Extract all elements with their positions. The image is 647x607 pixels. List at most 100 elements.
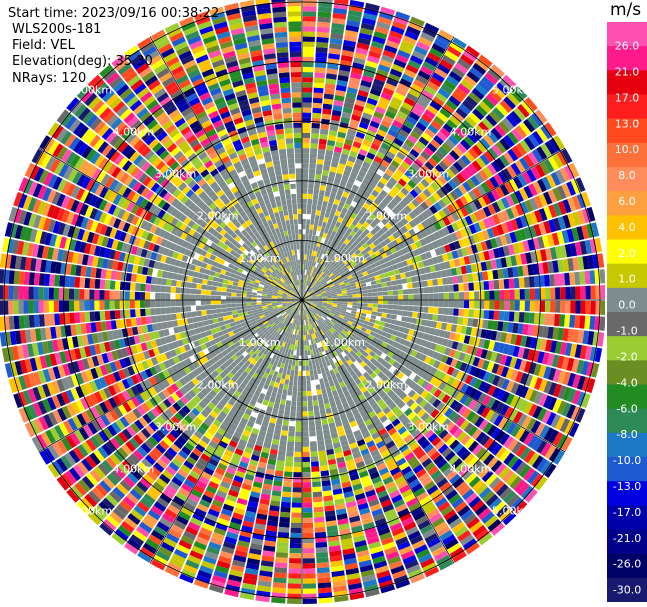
range-gate [482, 271, 489, 281]
range-gate [559, 314, 566, 327]
range-gate [491, 201, 501, 213]
range-gate [434, 149, 445, 160]
range-gate [361, 309, 367, 314]
range-gate [439, 107, 452, 119]
range-gate [279, 511, 291, 518]
range-gate [285, 461, 293, 467]
range-gate [302, 77, 313, 83]
range-gate [310, 451, 318, 457]
range-gate [428, 307, 434, 314]
range-gate [329, 253, 335, 259]
range-gate [546, 174, 557, 188]
range-gate [377, 300, 384, 304]
range-gate [305, 239, 309, 245]
range-gate [384, 272, 390, 278]
range-gate [448, 242, 456, 251]
range-gate [302, 117, 311, 123]
range-gate [291, 502, 302, 508]
range-gate [358, 148, 368, 157]
range-gate [380, 317, 387, 322]
range-gate [385, 40, 400, 49]
range-gate [319, 271, 325, 277]
range-gate [401, 143, 412, 153]
range-gate [302, 264, 304, 270]
range-gate [296, 411, 302, 417]
range-gate [412, 282, 418, 288]
range-gate [349, 0, 365, 8]
range-gate [412, 312, 418, 318]
range-gate [385, 193, 394, 202]
range-gate [384, 82, 397, 92]
range-gate [581, 224, 590, 240]
range-gate [326, 279, 332, 284]
range-gate [420, 65, 433, 76]
range-gate [360, 283, 367, 288]
range-gate [551, 232, 560, 246]
range-gate [350, 269, 357, 275]
range-gate [533, 224, 542, 237]
range-gate [317, 11, 332, 18]
range-gate [318, 252, 323, 259]
range-gate [362, 12, 378, 21]
range-gate [445, 153, 456, 164]
range-gate [512, 266, 519, 278]
range-gate [410, 16, 425, 27]
range-gate [580, 286, 586, 300]
range-gate [351, 167, 360, 175]
range-gate [345, 92, 357, 100]
range-gate [304, 249, 308, 255]
range-gate [321, 419, 328, 425]
range-gate [298, 365, 302, 371]
range-gate [548, 204, 558, 218]
range-gate [412, 126, 424, 136]
range-gate [446, 203, 456, 214]
range-gate [302, 239, 305, 245]
range-gate [532, 237, 540, 250]
range-gate [403, 300, 409, 306]
range-gate [314, 215, 320, 221]
range-gate [376, 283, 382, 288]
range-gate [407, 166, 417, 176]
range-gate [318, 399, 324, 405]
range-gate [361, 214, 369, 222]
range-gate [342, 300, 348, 303]
range-gate [324, 83, 336, 90]
range-gate [360, 117, 371, 125]
range-gate [302, 542, 315, 549]
range-gate [356, 153, 366, 161]
range-gate [436, 188, 446, 199]
range-gate [394, 257, 402, 264]
range-gate [376, 151, 386, 160]
range-gate [444, 182, 454, 193]
range-gate [330, 161, 339, 168]
range-gate [478, 80, 492, 93]
range-gate [296, 401, 302, 407]
range-gate [355, 47, 369, 56]
range-gate [509, 300, 515, 311]
range-gate [449, 190, 459, 201]
range-gate [409, 111, 421, 122]
range-gate [433, 202, 442, 212]
range-gate [313, 501, 324, 508]
range-gate [387, 286, 393, 291]
range-gate [380, 6, 396, 16]
range-gate [302, 97, 312, 103]
range-gate [562, 199, 572, 214]
range-gate [333, 177, 341, 185]
range-gate [297, 335, 300, 341]
range-gate [460, 139, 471, 151]
range-gate [282, 389, 288, 395]
range-gate [289, 421, 296, 427]
range-gate [437, 63, 451, 75]
range-gate [327, 264, 333, 270]
range-gate [293, 467, 302, 473]
range-gate [498, 310, 505, 321]
range-gate [479, 300, 485, 309]
range-gate [314, 521, 326, 528]
range-gate [547, 189, 558, 203]
range-gate [317, 445, 326, 452]
range-gate [329, 285, 336, 289]
range-gate [313, 225, 318, 231]
range-gate [302, 224, 306, 230]
range-gate [295, 421, 302, 427]
